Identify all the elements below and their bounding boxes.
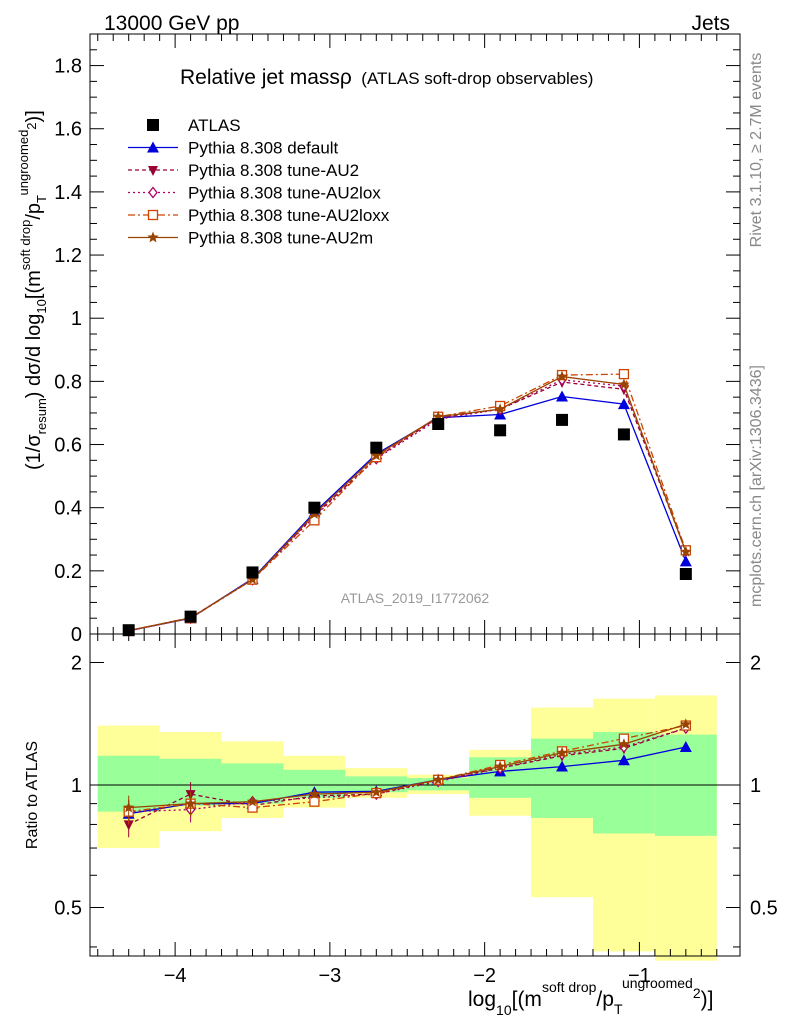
main-line-pythia-8-308-tune-au2loxx [128,373,687,632]
main-point-pythia-8-308-tune-au2loxx [618,368,630,380]
x-tick-label: −4 [164,965,187,987]
legend-marker-pythia-8-308-default [147,141,159,153]
legend-label-pythia-8-308-tune-au2: Pythia 8.308 tune-AU2 [188,161,359,180]
legend: ATLAS Pythia 8.308 default Pythia 8.308 tu… [128,116,390,248]
rivet-version-label: Rivet 3.1.10, ≥ 2.7M events [748,53,765,248]
main-y-tick-label: 1.2 [54,245,82,267]
legend-marker-pythia-8-308-tune-au2 [148,166,158,176]
mcplots-site-label: mcplots.cern.ch [arXiv:1306.3436] [748,365,765,607]
data-point-atlas [122,624,135,637]
data-point-atlas [432,418,445,430]
legend-marker-pythia-8-308-tune-au2loxx [147,209,159,221]
ratio-point-pythia-8-308-default [556,760,569,772]
legend-marker-atlas [147,119,159,131]
main-line-pythia-8-308-tune-au2lox [128,379,687,632]
ratio-series-group [122,718,692,838]
main-y-tick-label: 0 [71,624,82,646]
ratio-point-pythia-8-308-tune-au2m [308,788,321,799]
main-y-tick-label: 1.4 [54,182,82,204]
ratio-point-pythia-8-308-tune-au2 [123,820,134,831]
ratio-point-pythia-8-308-tune-au2m [618,738,630,749]
main-point-pythia-8-308-default [617,398,630,410]
legend-marker-pythia-8-308-tune-au2m [147,231,159,243]
ratio-y-tick-label: 2 [71,653,82,675]
x-tick-label: −1 [628,965,651,987]
legend-label-pythia-8-308-default: Pythia 8.308 default [188,139,339,158]
main-point-pythia-8-308-tune-au2m [494,403,506,414]
main-series-group [122,368,692,637]
main-line-pythia-8-308-tune-au2m [128,375,687,632]
header-energy-label: 13000 GeV pp [104,12,239,35]
main-y-axis-label: (1/σresum) dσ/d log10[(msoft drop/pTungr… [16,110,49,470]
main-point-pythia-8-308-tune-au2m [556,370,568,382]
ratio-point-pythia-8-308-tune-au2m [123,801,135,813]
x-tick-label: −2 [473,965,496,987]
x-axis-label: log10[(msoft drop/pTungroomed2)] [468,975,713,1018]
ratio-y-tick-label: 1 [71,775,82,797]
ratio-y-tick-label-right: 1 [750,775,761,797]
main-y-tick-label: 1.8 [54,56,82,78]
data-point-atlas [370,441,383,454]
main-y-tick-label: 0.4 [54,498,82,520]
x-tick-label: −3 [318,965,341,987]
main-point-pythia-8-308-tune-au2m [680,545,692,557]
ratio-line-pythia-8-308-tune-au2m [128,723,686,809]
ratio-point-pythia-8-308-tune-au2loxx [309,796,320,807]
ratio-point-pythia-8-308-tune-au2m [556,746,568,758]
main-point-pythia-8-308-default [679,555,692,567]
data-point-atlas [184,610,197,623]
main-point-pythia-8-308-tune-au2m [618,378,630,390]
ratio-point-pythia-8-308-default [617,754,630,766]
ratio-y-axis-label: Ratio to ATLAS [24,741,41,849]
data-point-atlas [617,428,630,441]
legend-label-atlas: ATLAS [188,116,241,135]
data-point-atlas [494,424,507,437]
plot-title-main: Relative jet massρ [180,66,352,89]
header-category-label: Jets [691,12,730,35]
ratio-y-tick-label-right: 0.5 [750,897,778,919]
legend-label-pythia-8-308-tune-au2lox: Pythia 8.308 tune-AU2lox [188,184,381,203]
data-point-atlas [308,501,321,514]
main-y-tick-label: 1 [71,308,82,330]
axis-tick-labels: −4 −3 −2 −1 0 0.2 0.4 0.6 0.8 1 1.2 1.4 1.6 1.8 0.5 0.5… [54,56,778,987]
ratio-y-tick-label: 0.5 [54,897,82,919]
ratio-point-pythia-8-308-tune-au2m [680,718,692,730]
legend-marker-pythia-8-308-tune-au2lox [148,186,158,199]
ratio-panel-frame [89,633,741,957]
data-point-atlas [246,566,259,579]
main-y-tick-label: 1.6 [54,119,82,141]
plot-title-sub: (ATLAS soft-drop observables) [361,69,593,88]
plot-title: Relative jet massρ (ATLAS soft-drop obse… [180,66,593,89]
data-point-atlas [679,568,692,580]
legend-label-pythia-8-308-tune-au2loxx: Pythia 8.308 tune-AU2loxx [188,206,390,225]
analysis-watermark: ATLAS_2019_I1772062 [341,590,490,606]
main-point-pythia-8-308-tune-au2m [246,573,259,585]
ratio-point-pythia-8-308-tune-au2m [370,786,382,798]
legend-label-pythia-8-308-tune-au2m: Pythia 8.308 tune-AU2m [188,229,373,248]
main-y-tick-label: 0.6 [54,435,82,457]
main-y-tick-label: 0.2 [54,561,82,583]
data-point-atlas [556,413,569,426]
main-point-pythia-8-308-tune-au2m [432,410,444,422]
axis-ticks [90,33,740,956]
ratio-point-pythia-8-308-tune-au2m [494,760,506,772]
ratio-point-pythia-8-308-default [679,740,692,752]
ratio-point-pythia-8-308-tune-au2loxx [247,802,258,813]
main-point-pythia-8-308-tune-au2m [370,449,382,461]
ratio-point-pythia-8-308-tune-au2m [246,795,259,807]
main-y-tick-label: 0.8 [54,371,82,393]
ratio-point-pythia-8-308-tune-au2m [432,773,444,785]
ratio-point-pythia-8-308-tune-au2m [184,797,197,809]
main-point-pythia-8-308-default [556,390,569,402]
ratio-y-tick-label-right: 2 [750,653,761,675]
